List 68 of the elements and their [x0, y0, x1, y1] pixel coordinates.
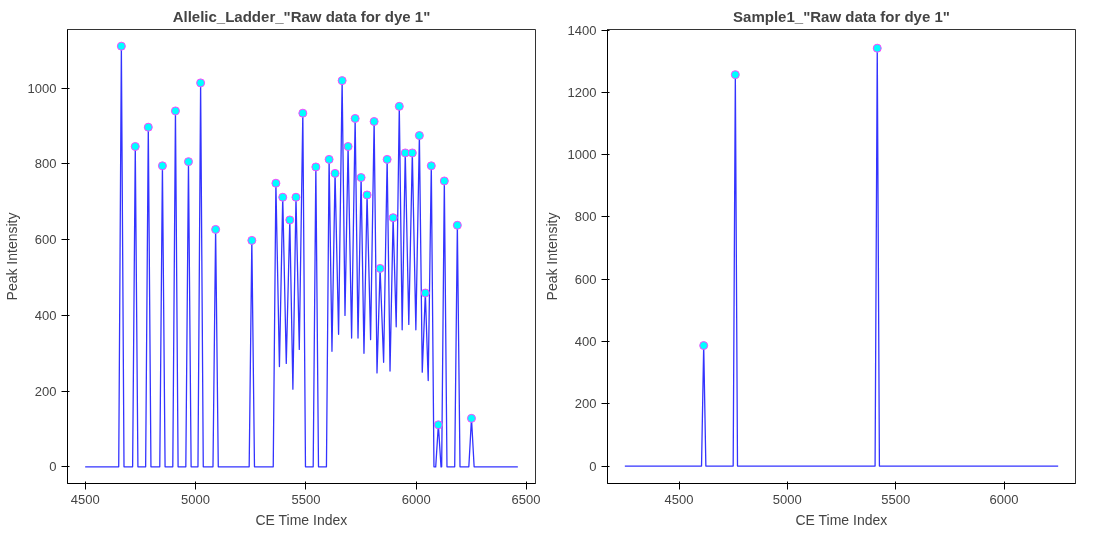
point — [439, 176, 449, 186]
point — [350, 113, 360, 123]
point — [170, 106, 180, 116]
y-tick-label: 400 — [574, 334, 597, 350]
point — [337, 76, 347, 86]
y-tick-label: 400 — [34, 307, 57, 323]
y-tick-label: 1400 — [567, 22, 597, 38]
point — [211, 224, 221, 234]
x-tick-label: 4500 — [664, 491, 694, 507]
y-tick-label: 800 — [574, 209, 597, 225]
x-tick-label: 6500 — [511, 491, 541, 507]
point — [130, 142, 140, 151]
point — [183, 157, 193, 167]
point — [116, 41, 126, 51]
y-axis-title: Peak Intensity — [3, 212, 20, 301]
y-tick-label: 200 — [34, 383, 57, 399]
point — [466, 413, 476, 423]
y-axis-title: Peak Intensity — [543, 212, 560, 301]
x-tick-label: 5000 — [181, 491, 210, 507]
point — [157, 161, 167, 171]
point — [356, 173, 366, 183]
point — [382, 154, 392, 164]
point — [699, 341, 709, 351]
point — [285, 215, 295, 225]
point — [369, 117, 379, 126]
point — [291, 192, 301, 202]
point — [433, 420, 443, 430]
point — [414, 131, 424, 141]
point — [426, 161, 436, 171]
chart-title: Sample1_"Raw data for dye 1" — [733, 7, 950, 25]
point — [388, 213, 398, 223]
x-axis-title: CE Time Index — [795, 511, 888, 528]
point — [407, 148, 417, 158]
point — [730, 70, 740, 80]
y-tick-label: 0 — [589, 458, 597, 474]
y-tick-label: 0 — [49, 459, 57, 475]
y-tick-label: 1200 — [567, 84, 597, 100]
point — [330, 168, 340, 178]
point — [420, 288, 430, 298]
point — [311, 162, 321, 172]
point — [400, 148, 410, 158]
point — [362, 190, 372, 200]
y-tick-label: 600 — [34, 232, 57, 248]
point — [196, 78, 206, 88]
y-tick-label: 800 — [34, 156, 57, 172]
point — [271, 178, 281, 188]
point — [394, 101, 404, 111]
point — [375, 263, 385, 273]
point — [143, 122, 153, 132]
x-tick-label: 5000 — [772, 491, 802, 507]
point — [298, 108, 308, 118]
chart-title: Allelic_Ladder_"Raw data for dye 1" — [172, 7, 431, 25]
x-tick-label: 4500 — [70, 491, 100, 507]
y-tick-label: 200 — [574, 396, 597, 412]
point — [872, 43, 882, 53]
x-tick-label: 6000 — [989, 491, 1019, 507]
point — [324, 154, 334, 164]
x-tick-label: 5500 — [291, 491, 321, 507]
point — [278, 192, 288, 202]
x-tick-label: 6000 — [401, 491, 431, 507]
x-axis-title: CE Time Index — [255, 511, 348, 528]
point — [247, 235, 257, 245]
y-tick-label: 1000 — [27, 80, 57, 96]
y-tick-label: 600 — [574, 271, 597, 287]
point — [452, 220, 462, 230]
x-tick-label: 5500 — [881, 491, 911, 507]
point — [343, 142, 353, 151]
y-tick-label: 1000 — [567, 147, 597, 163]
